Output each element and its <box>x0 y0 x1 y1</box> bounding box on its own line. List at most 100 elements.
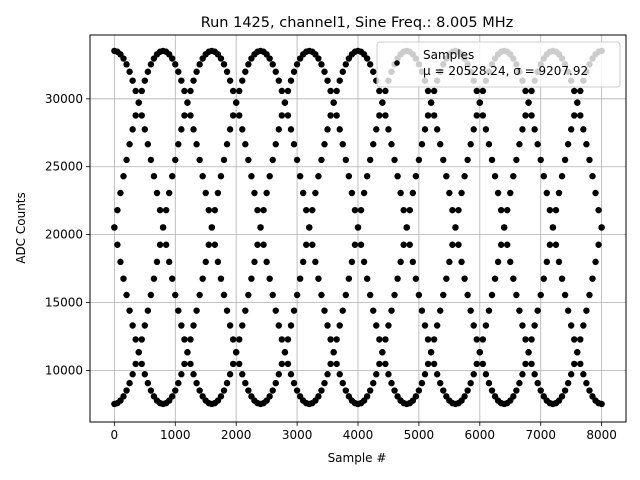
sample-point <box>202 258 209 266</box>
sample-point <box>169 55 176 62</box>
sample-point <box>571 112 578 119</box>
sample-point <box>275 77 283 84</box>
sample-point <box>132 336 139 343</box>
sample-point <box>470 371 477 378</box>
sample-point <box>449 241 456 248</box>
sample-point <box>583 379 590 387</box>
sample-point <box>290 68 298 75</box>
sample-point <box>564 141 572 148</box>
sample-point <box>440 156 447 164</box>
sample-point <box>278 360 286 368</box>
sample-point <box>497 206 505 214</box>
sample-point <box>467 141 474 148</box>
sample-point <box>287 371 295 378</box>
sample-point <box>464 291 471 299</box>
sample-point <box>540 275 547 282</box>
sample-point <box>357 206 365 214</box>
sample-point <box>574 99 581 106</box>
sample-point <box>467 307 474 314</box>
sample-point <box>415 387 423 394</box>
sample-point <box>172 387 179 394</box>
sample-point <box>531 322 538 329</box>
sample-point <box>403 224 410 231</box>
sample-point <box>430 360 438 368</box>
sample-point <box>333 112 340 119</box>
sample-point <box>479 360 487 368</box>
legend-box <box>376 41 621 88</box>
sample-point <box>549 224 557 231</box>
sample-point <box>214 189 222 197</box>
sample-point <box>580 322 587 329</box>
sample-point <box>266 173 273 180</box>
sample-point <box>196 291 203 299</box>
sample-point <box>193 68 200 75</box>
sample-point <box>494 189 502 197</box>
sample-point <box>354 224 362 231</box>
sample-point <box>220 387 228 394</box>
sample-point <box>491 173 499 180</box>
sample-point <box>385 371 392 378</box>
sample-point <box>229 360 237 368</box>
sample-point <box>452 224 459 231</box>
sample-point <box>464 387 471 394</box>
sample-point <box>443 275 450 282</box>
sample-point <box>248 173 255 180</box>
sample-point <box>178 322 185 329</box>
sample-point <box>385 322 392 329</box>
sample-point <box>443 173 450 180</box>
sample-point <box>236 336 243 343</box>
sample-point <box>123 291 130 299</box>
sample-point <box>193 379 200 387</box>
sample-point <box>275 126 283 133</box>
sample-point <box>491 275 499 282</box>
sample-point <box>245 156 252 164</box>
sample-point <box>473 360 480 368</box>
sample-point <box>181 87 188 95</box>
sample-point <box>561 387 569 394</box>
sample-point <box>577 336 584 343</box>
sample-point <box>269 156 276 164</box>
sample-point <box>296 173 304 180</box>
sample-point <box>449 206 456 214</box>
sample-point <box>519 322 526 329</box>
sample-point <box>577 360 584 368</box>
sample-point <box>178 77 185 84</box>
sample-point <box>333 360 340 368</box>
sample-point <box>242 141 249 148</box>
sample-point <box>120 173 127 180</box>
sample-point <box>272 379 279 387</box>
sample-point <box>175 141 182 148</box>
sample-point <box>339 379 346 387</box>
sample-point <box>561 156 569 164</box>
sample-point <box>242 68 249 75</box>
sample-point <box>229 87 237 95</box>
sample-point <box>175 68 182 75</box>
sample-point <box>165 258 173 266</box>
sample-point <box>324 126 331 133</box>
sample-point <box>229 336 237 343</box>
sample-point <box>284 87 292 95</box>
sample-point <box>169 173 176 180</box>
sample-point <box>266 275 273 282</box>
sample-point <box>577 87 584 95</box>
sample-point <box>138 87 145 95</box>
sample-point <box>385 126 392 133</box>
sample-point <box>245 291 252 299</box>
legend-marker <box>394 60 400 66</box>
sample-point <box>534 307 541 314</box>
sample-point <box>232 349 240 356</box>
x-axis-label: Sample # <box>328 451 387 465</box>
sample-point <box>135 99 142 106</box>
sample-point <box>117 189 124 197</box>
sample-point <box>159 224 167 231</box>
sample-point <box>366 291 374 299</box>
sample-point <box>479 87 487 95</box>
sample-point <box>172 61 179 68</box>
sample-point <box>217 275 225 282</box>
sample-point <box>415 156 423 164</box>
sample-point <box>409 189 417 197</box>
sample-point <box>114 206 121 214</box>
x-tick-label: 3000 <box>282 428 313 442</box>
sample-point <box>293 61 301 68</box>
sample-point <box>114 241 121 248</box>
